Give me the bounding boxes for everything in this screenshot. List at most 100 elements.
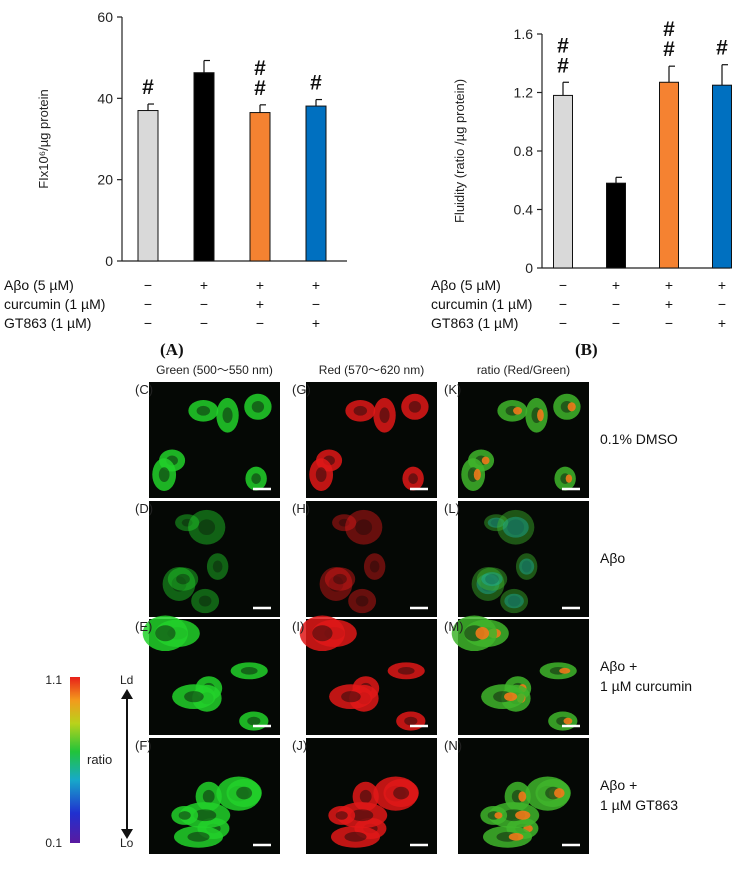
cell: [500, 588, 529, 614]
cell-nucleus: [240, 667, 258, 675]
significance-mark: #: [254, 57, 266, 80]
panel-label: (F): [135, 738, 152, 753]
cell-nucleus: [247, 716, 261, 726]
condition-label: GT863 (1 µM): [431, 315, 518, 331]
ratio-hotspot: [567, 402, 576, 412]
ratio-hotspot: [494, 812, 503, 819]
bar: [137, 110, 159, 262]
column-header: Green (500～550 nm): [156, 363, 273, 377]
condition-mark: −: [559, 296, 567, 312]
cell-nucleus: [338, 518, 350, 527]
cell-nucleus: [198, 595, 212, 607]
cell-nucleus: [315, 467, 327, 482]
cell: [554, 466, 576, 491]
significance-mark: #: [716, 37, 728, 60]
arrow-up-icon: [121, 689, 133, 699]
cell: [383, 778, 419, 808]
cell-nucleus: [480, 576, 496, 592]
y-tick-label: 0.4: [514, 202, 534, 218]
cell: [162, 566, 196, 601]
condition-mark: +: [665, 296, 673, 312]
cell-nucleus: [393, 786, 410, 800]
cell: [152, 458, 177, 491]
row-label: Aβo: [600, 550, 625, 566]
cell: [480, 805, 508, 825]
cell: [329, 684, 373, 710]
cell-nucleus: [212, 560, 223, 573]
cell-nucleus: [355, 519, 373, 536]
significance-mark: #: [142, 76, 154, 99]
micrograph-panel: [149, 501, 280, 617]
ratio-cyan: [476, 573, 500, 595]
condition-mark: −: [612, 296, 620, 312]
significance-mark: #: [663, 38, 675, 61]
y-tick-label: 20: [97, 172, 113, 188]
panel-label: (E): [135, 619, 152, 634]
arrow-down-icon: [121, 829, 133, 839]
cell: [188, 509, 226, 545]
chart-b: 0 0.4 0.8 1.2 1.6 Fluidity (ratio /µg protein…: [431, 18, 732, 331]
condition-label: Aβo (5 µM): [431, 277, 501, 293]
cell: [461, 458, 486, 491]
cell-nucleus: [178, 811, 191, 820]
cell: [497, 509, 535, 545]
cell: [363, 553, 386, 580]
condition-mark: +: [665, 277, 673, 293]
cell-nucleus: [184, 691, 204, 703]
y-axis-label: Fluidity (ratio /µg protein): [452, 79, 467, 223]
significance-mark: #: [663, 18, 675, 41]
significance-mark: #: [310, 72, 322, 95]
bar: [553, 94, 573, 269]
significance-mark: #: [557, 34, 569, 57]
cell: [299, 615, 345, 652]
bar: [606, 182, 626, 269]
cell: [330, 825, 381, 848]
condition-mark: +: [612, 277, 620, 293]
significance-mark: #: [557, 54, 569, 77]
cell: [471, 566, 505, 601]
cell-nucleus: [408, 473, 418, 485]
cell: [191, 588, 220, 614]
cell: [226, 778, 262, 808]
condition-mark: +: [312, 315, 320, 331]
cell-nucleus: [404, 716, 418, 726]
condition-mark: −: [144, 315, 152, 331]
cell: [309, 458, 334, 491]
ratio-hotspot: [473, 468, 481, 481]
cell: [482, 825, 533, 848]
cell: [244, 393, 272, 420]
cell: [484, 514, 509, 532]
panel-label: (H): [292, 501, 310, 516]
cell: [332, 514, 357, 532]
cell-nucleus: [158, 467, 170, 482]
cell: [553, 393, 581, 420]
colorbar-label: ratio: [87, 752, 112, 767]
ratio-hotspot: [515, 810, 531, 820]
ratio-hotspot: [565, 474, 573, 483]
condition-mark: −: [718, 296, 726, 312]
significance-mark: #: [254, 77, 266, 100]
cell: [401, 393, 429, 420]
y-tick-label: 1.2: [514, 85, 534, 101]
cell-nucleus: [155, 625, 176, 642]
cell: [142, 615, 188, 652]
ratio-hotspot: [518, 791, 527, 802]
ratio-hotspot: [559, 667, 571, 674]
cell: [525, 397, 548, 433]
cell-nucleus: [328, 576, 344, 592]
cell: [539, 662, 577, 680]
cell-nucleus: [350, 809, 374, 822]
panel-label: (M): [444, 619, 464, 634]
colorbar-bottom-label: Lo: [120, 836, 134, 850]
cell-nucleus: [193, 809, 217, 822]
row-label: Aβo +: [600, 658, 637, 674]
cell-nucleus: [341, 691, 361, 703]
row-label: 1 µM GT863: [600, 797, 678, 813]
cell-nucleus: [312, 625, 333, 642]
cell: [172, 684, 216, 710]
ratio-hotspot: [504, 692, 518, 701]
cell-nucleus: [333, 573, 347, 585]
cell-nucleus: [196, 405, 211, 416]
condition-mark: +: [718, 277, 726, 293]
